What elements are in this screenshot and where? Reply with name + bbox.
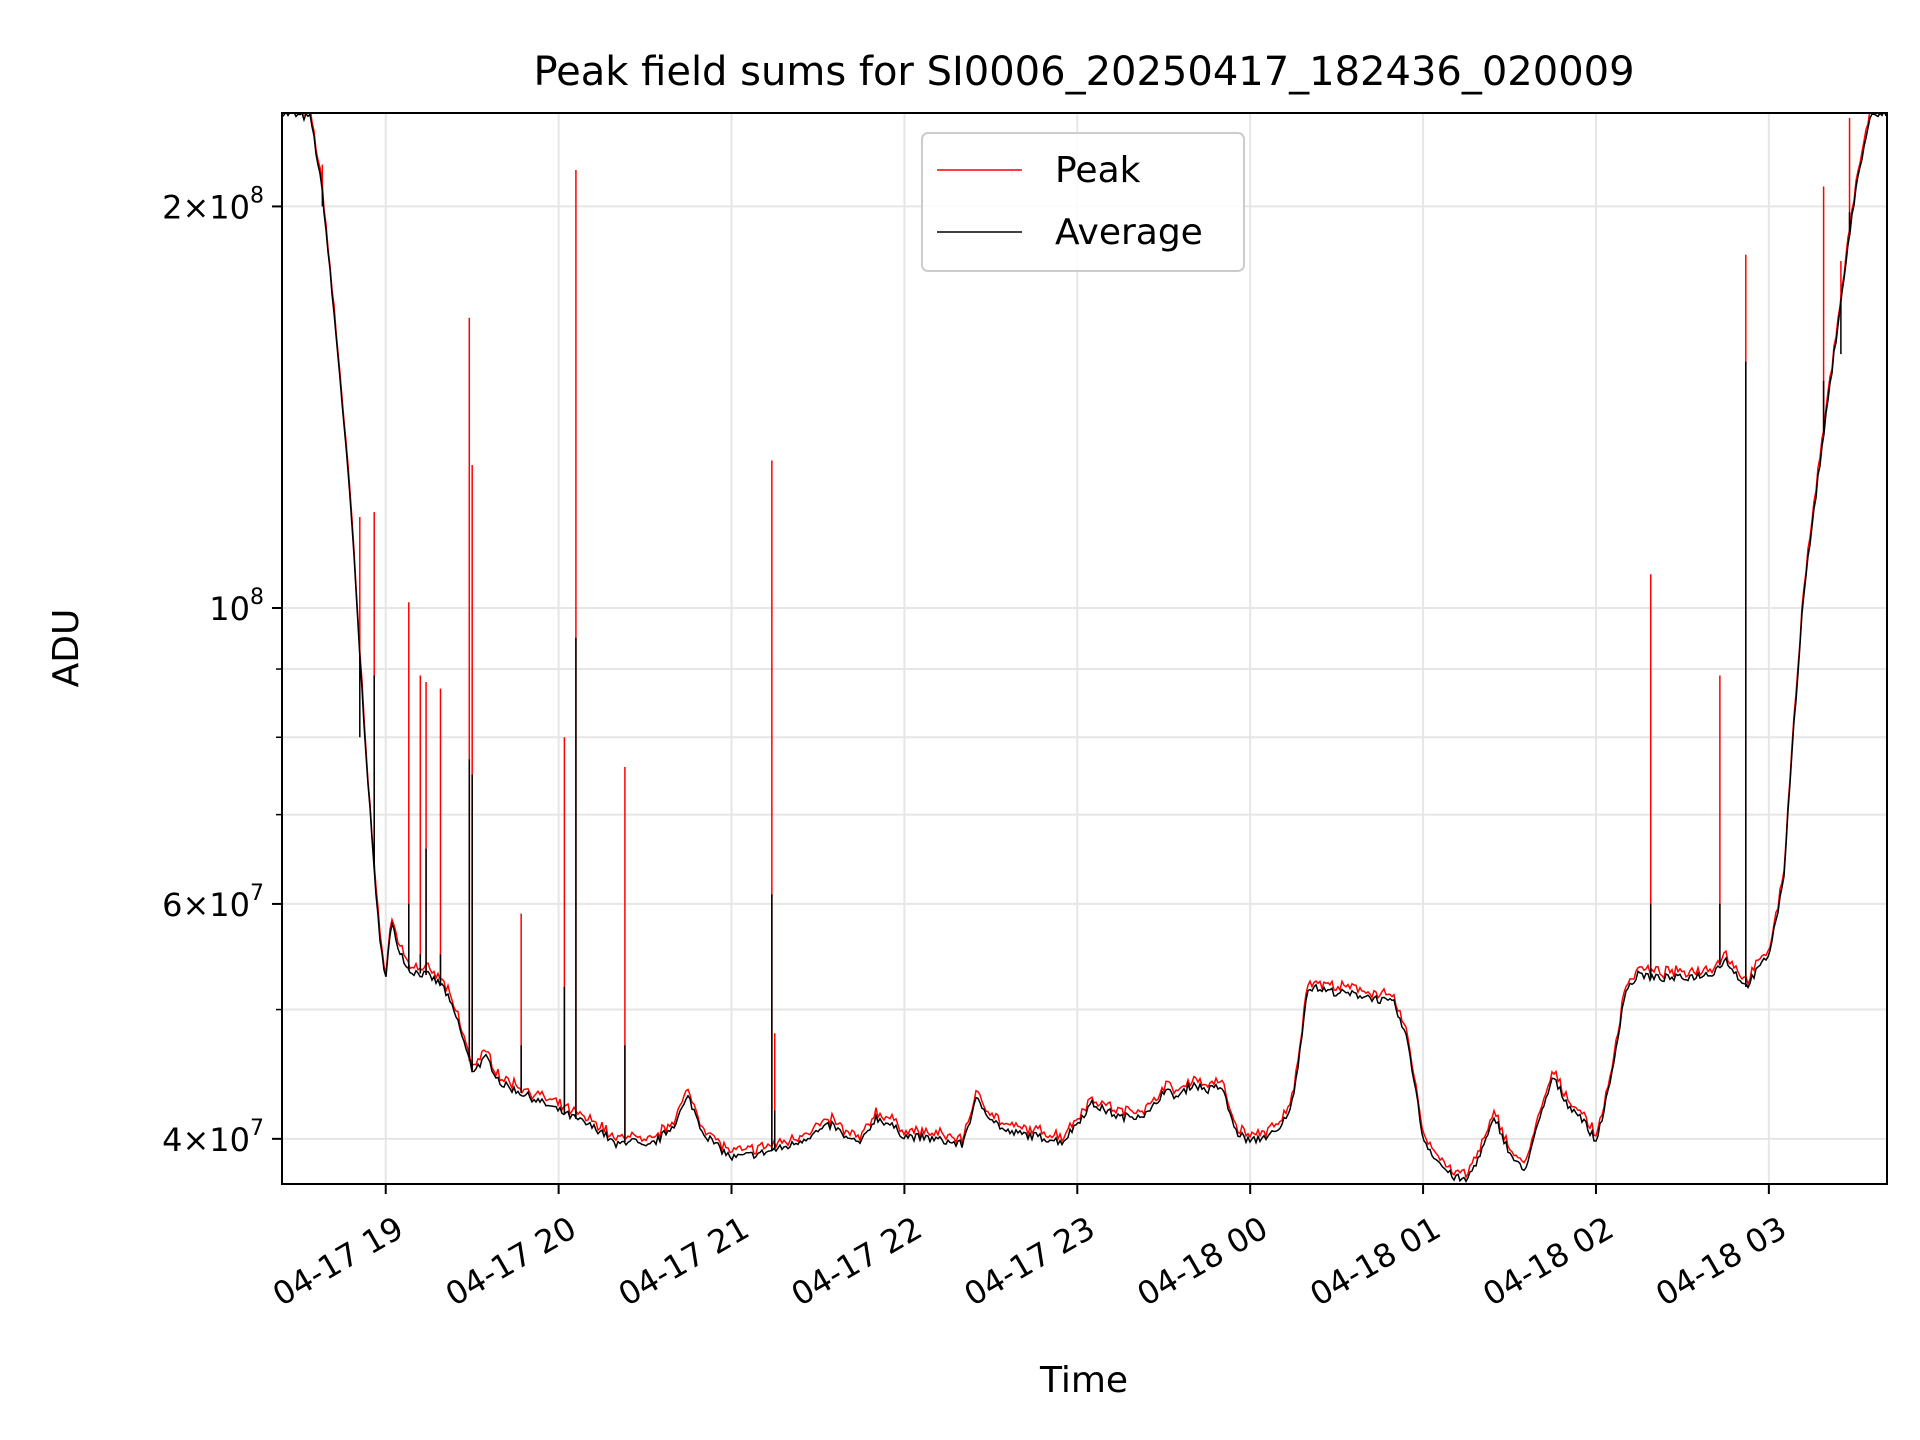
series-average-line [282,113,1887,1184]
y-tick-label: 108 [209,585,264,628]
x-tick-label: 04-18 00 [1131,1209,1275,1314]
y-tick-label: 2×108 [162,183,264,226]
x-tick-label: 04-18 02 [1476,1209,1620,1314]
y-tick-label: 6×107 [162,881,264,924]
legend-box [921,132,1245,272]
legend-label-average: Average [1055,212,1203,253]
y-tick-label: 4×107 [162,1116,264,1159]
legend: Peak Average [921,132,1245,272]
x-tick-label: 04-17 23 [958,1209,1102,1314]
series-peak-line [302,113,1879,1180]
x-axis-label: Time [1039,1360,1128,1401]
grid [282,113,1887,1184]
plot-area [282,113,1887,1184]
plot-frame [281,112,1888,1185]
x-tick-label: 04-17 20 [439,1209,583,1314]
x-tick-label: 04-18 03 [1649,1209,1793,1314]
x-tick-label: 04-18 01 [1303,1209,1447,1314]
x-tick-label: 04-17 21 [612,1209,756,1314]
legend-label-peak: Peak [1055,150,1141,191]
x-axis: 04-17 19 04-17 20 04-17 21 04-17 22 04-17 23… [266,1184,1793,1314]
chart-title: Peak field sums for SI0006_20250417_1824… [533,49,1634,95]
x-tick-label: 04-17 22 [785,1209,929,1314]
y-axis-label: ADU [46,609,87,688]
y-axis: 4×107 6×107 108 2×108 [162,183,282,1159]
x-tick-label: 04-17 19 [266,1209,410,1314]
